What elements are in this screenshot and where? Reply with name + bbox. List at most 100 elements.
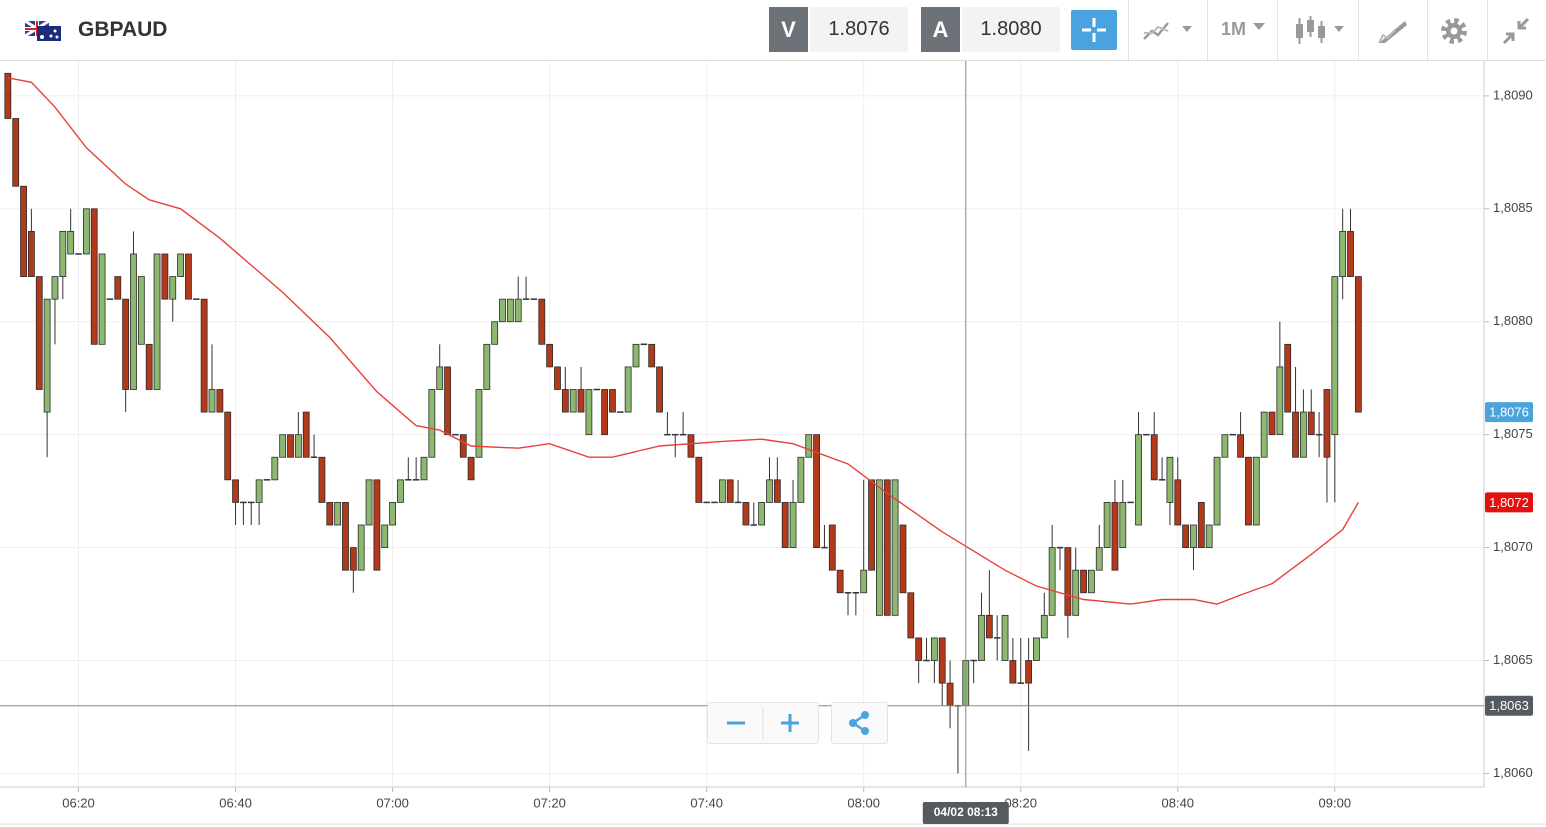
candle-body [1323,389,1331,458]
candle-body [1339,230,1347,277]
candle-body [718,479,726,503]
candle-body [1127,501,1134,504]
candle-body [1315,433,1323,436]
candle-body [1276,366,1284,436]
candle-body [546,343,554,368]
candle-body [1221,434,1229,458]
draw-button[interactable] [1375,15,1411,47]
zoom-controls [707,702,819,744]
candle-body [1158,479,1166,481]
candle-body [467,456,475,481]
candle-body [459,434,467,458]
ask-price[interactable]: 1.8080 [962,7,1060,52]
candle-body [1001,614,1009,661]
candle-body [899,524,907,594]
x-tick-label: 07:20 [533,795,566,810]
candle-type-button[interactable] [1292,15,1352,47]
crosshair-button[interactable] [1071,10,1117,50]
candle-body [617,411,624,413]
candle-body [813,434,820,548]
candle-body [75,253,82,255]
candle-body [1080,569,1087,594]
candle-body [35,276,43,390]
candle-body [978,614,985,661]
candle-body [98,253,106,345]
candle-body [585,389,593,436]
candle-body [538,298,546,345]
share-button[interactable] [831,702,888,744]
candle-body [554,366,561,390]
candle-body [530,298,538,300]
candle-body [185,253,192,300]
candle-body [1040,614,1048,639]
candle-body [193,298,200,300]
candle-body [672,433,679,436]
x-tick-label: 09:00 [1319,795,1352,810]
candle-body [1143,433,1150,436]
candle-body [883,479,891,616]
candle-body [789,502,797,548]
y-tick-label: 1,8060 [1493,765,1533,780]
candle-body [1284,343,1292,413]
candle-body [915,637,923,661]
candle-body [1307,411,1315,436]
y-tick-label: 1,8080 [1493,313,1533,328]
candle-body [624,366,632,413]
candle-body [1268,411,1276,436]
candle-body [1009,660,1017,684]
candle-body [1135,434,1142,526]
candle-body [1072,569,1080,616]
candle-body [12,118,20,187]
candle-body [287,434,294,458]
candle-body [828,524,836,571]
candle-body [1166,456,1174,503]
candle-body [1347,230,1354,277]
bid-label[interactable]: V [769,7,808,52]
candle-body [20,185,27,277]
x-tick-label: 06:20 [62,795,95,810]
candle-body [1237,434,1244,458]
candle-body [907,592,915,639]
candle-body [349,547,357,571]
candle-body [318,456,326,503]
y-tick-label: 1,8090 [1493,87,1533,102]
candle-body [137,276,145,345]
candle-body [499,298,506,323]
candle-body [1331,276,1339,436]
candle-body [444,366,451,436]
chart-type-button[interactable] [1140,15,1200,45]
candle-body [506,298,514,323]
ask-label[interactable]: A [921,7,960,52]
candle-body [891,479,899,616]
candle-body [177,253,184,277]
collapse-button[interactable] [1500,15,1532,47]
candle-body [876,479,883,616]
candle-body [224,411,232,481]
bid-price[interactable]: 1.8076 [810,7,908,52]
candle-body [993,637,1001,639]
candle-body [766,479,773,503]
candle-body [797,456,805,503]
candle-body [1025,660,1032,684]
x-tick-label: 07:40 [690,795,723,810]
candle-body [302,411,310,458]
candle-body [703,501,710,504]
candle-body [43,298,51,413]
candle-body [821,546,828,549]
x-tick-label: 08:00 [847,795,880,810]
candle-body [985,614,993,639]
candle-body [522,298,530,300]
crosshair-y-box [1485,695,1533,716]
candle-body [342,502,349,571]
candle-body [640,343,648,346]
timeframe-button[interactable]: 1M [1221,19,1247,39]
candle-body [1182,524,1190,548]
candle-body [381,524,389,548]
settings-button[interactable] [1438,15,1470,47]
candle-body [1260,411,1268,458]
candle-body [397,479,404,503]
candle-body [373,479,381,571]
candle-body [334,502,342,526]
candle-body [428,389,436,458]
candle-body [773,479,781,503]
